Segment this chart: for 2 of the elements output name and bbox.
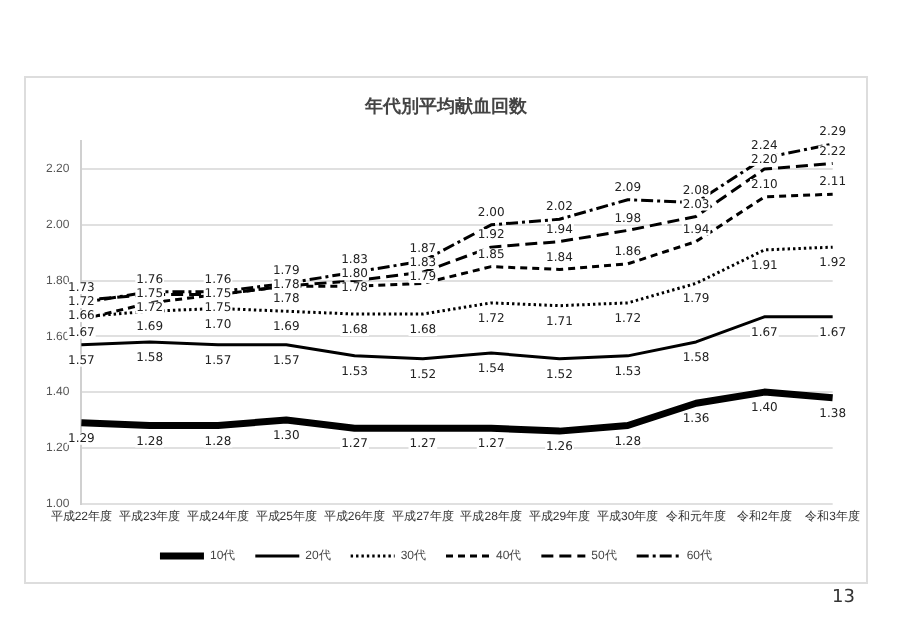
chart-title: 年代別平均献血回数 xyxy=(362,95,529,120)
text: 13 xyxy=(832,588,855,608)
